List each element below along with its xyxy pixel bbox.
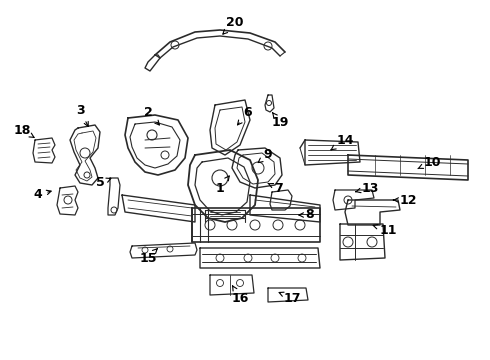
Text: 15: 15: [139, 248, 157, 265]
Text: 12: 12: [393, 194, 417, 207]
Text: 18: 18: [13, 123, 34, 138]
Text: 8: 8: [299, 208, 314, 221]
Text: 4: 4: [34, 189, 51, 202]
Text: 6: 6: [238, 105, 252, 125]
Text: 2: 2: [144, 105, 159, 125]
Text: 17: 17: [279, 292, 301, 305]
Text: 9: 9: [258, 148, 272, 163]
Text: 5: 5: [96, 176, 111, 189]
Text: 19: 19: [271, 113, 289, 129]
Text: 13: 13: [356, 181, 379, 194]
Text: 14: 14: [331, 134, 354, 150]
Text: 7: 7: [268, 181, 282, 194]
Text: 3: 3: [75, 104, 88, 126]
Text: 11: 11: [373, 224, 397, 237]
Text: 20: 20: [223, 15, 244, 34]
Text: 16: 16: [231, 286, 249, 305]
Text: 1: 1: [216, 176, 229, 194]
Text: 10: 10: [418, 156, 441, 168]
